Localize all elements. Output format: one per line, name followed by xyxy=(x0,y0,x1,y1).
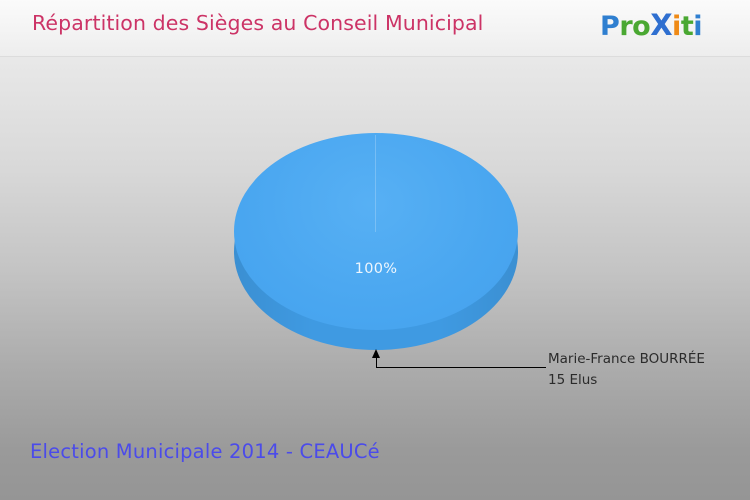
pie-chart-area: 100% Marie-France BOURRÉE 15 Elus xyxy=(0,57,750,500)
pie-slice-marie-france-bourree[interactable] xyxy=(234,133,518,330)
logo-letter-x: X xyxy=(650,8,673,42)
callout-arrow-icon xyxy=(372,349,380,358)
footer-election-title: Election Municipale 2014 - CEAUCé xyxy=(30,440,380,463)
pie-chart[interactable]: 100% xyxy=(234,133,518,350)
callout-leader-line xyxy=(372,349,546,368)
logo-letter-p: P xyxy=(600,11,620,42)
callout-seat-count: 15 Elus xyxy=(548,372,598,388)
pie-data-label-percent: 100% xyxy=(354,261,398,277)
logo-letter-ro: ro xyxy=(619,11,651,42)
callout-label: Marie-France BOURRÉE 15 Elus xyxy=(548,349,748,391)
pie-slice-divider xyxy=(375,135,376,232)
callout-candidate-name: Marie-France BOURRÉE xyxy=(548,351,705,367)
page-header: Répartition des Sièges au Conseil Munici… xyxy=(0,0,750,57)
callout-line-vertical xyxy=(376,355,377,368)
logo-letter-t: t xyxy=(680,11,694,42)
logo-letter-i1: i xyxy=(672,11,681,42)
logo-letter-i2: i xyxy=(693,11,702,42)
proxiti-logo[interactable]: ProXiti xyxy=(600,8,702,44)
page-title: Répartition des Sièges au Conseil Munici… xyxy=(32,11,484,35)
callout-line-horizontal xyxy=(376,367,546,368)
